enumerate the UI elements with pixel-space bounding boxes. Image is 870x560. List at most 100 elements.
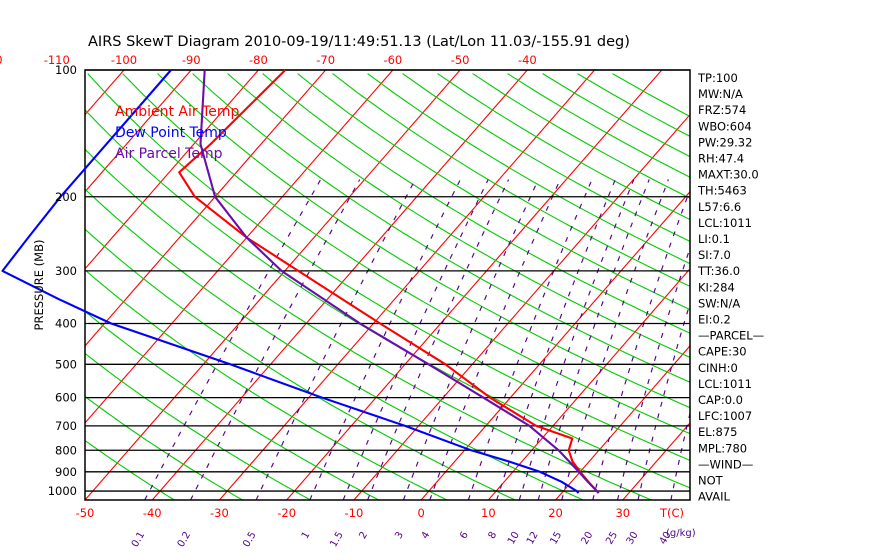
bottom-temp-tick-label: 0	[417, 506, 424, 520]
parameter-line: TH:5463	[697, 184, 747, 198]
mixing-ratio-line	[537, 179, 650, 500]
dry-adiabat-line	[87, 73, 690, 462]
plot-frame	[84, 69, 691, 501]
parameter-line: EL:875	[698, 425, 738, 439]
parameter-line: MPL:780	[698, 441, 747, 455]
mixing-ratio-tick-label: 8	[487, 530, 500, 541]
pressure-tick-label: 600	[55, 391, 77, 405]
top-temp-tick-label: -120	[0, 53, 3, 67]
dry-adiabat-line	[332, 73, 690, 287]
dry-adiabat-line	[85, 352, 311, 500]
top-temp-tick-label: -100	[111, 53, 137, 67]
parameter-line: MW:N/A	[698, 87, 743, 101]
parameter-line: CINH:0	[698, 361, 738, 375]
legend-label-2: Dew Point Temp	[115, 125, 227, 141]
pressure-tick-label: 100	[55, 63, 77, 77]
dry-adiabat-line	[157, 73, 690, 409]
parameter-line: TP:100	[697, 71, 738, 85]
top-temp-tick-label: -70	[316, 53, 335, 67]
temp-axis-unit-label: T(C)	[659, 506, 684, 520]
dry-adiabat-line	[85, 310, 379, 500]
parameter-line: AVAIL	[698, 490, 731, 504]
mixing-ratio-line	[467, 179, 593, 500]
isotherm-line	[85, 70, 259, 270]
parameter-list-layer: TP:100 MW:N/A FRZ:574 WBO:604 PW:29.32 RH:47.…	[697, 71, 764, 504]
pressure-tick-label: 800	[55, 443, 77, 457]
mixing-ratio-line	[429, 179, 561, 500]
page-title: AIRS SkewT Diagram 2010-09-19/11:49:51.1…	[88, 34, 630, 50]
bottom-temp-tick-label: -50	[76, 506, 95, 520]
isotherm-line	[487, 267, 690, 500]
pressure-tick-label: 700	[55, 419, 77, 433]
parcel-profile-curve	[199, 69, 600, 494]
mixing-ratio-line	[402, 179, 539, 500]
parameter-line: CAPE:30	[698, 345, 747, 359]
dry-adiabat-line	[85, 228, 516, 500]
dry-adiabat-line	[85, 439, 175, 500]
top-temp-tick-label: -80	[249, 53, 268, 67]
grid-layer	[84, 69, 691, 501]
isotherm-line	[622, 422, 690, 500]
dry-adiabat-line	[85, 148, 652, 500]
isotherm-line	[85, 70, 394, 424]
dry-adiabat-line	[262, 73, 690, 334]
bottom-temp-tick-label: 20	[548, 506, 563, 520]
parameter-line: —PARCEL—	[698, 329, 764, 343]
pressure-axis-title: PRESSURE (MB)	[32, 240, 46, 331]
profile-curves-layer	[1, 69, 600, 494]
parameter-line: FRZ:574	[698, 103, 746, 117]
pressure-tick-label: 900	[55, 465, 77, 479]
parameter-line: MAXT:30.0	[698, 168, 759, 182]
parameter-line: WBO:604	[698, 119, 752, 133]
bottom-temp-tick-label: 30	[615, 506, 630, 520]
mixing-ratio-line	[144, 179, 322, 500]
legend-layer: Ambient Air Temp Dew Point Temp Air Parcel…	[115, 104, 240, 162]
top-temp-tick-label: -40	[518, 53, 537, 67]
parameter-line: —WIND—	[698, 457, 753, 471]
parameter-line: LI:0.1	[698, 232, 730, 246]
mixing-ratio-unit-label: (g/kg)	[666, 528, 696, 539]
legend-label-3: Air Parcel Temp	[115, 146, 223, 162]
bottom-temp-tick-label: -20	[277, 506, 296, 520]
dry-adiabat-line	[85, 188, 584, 500]
pressure-tick-label: 200	[55, 190, 77, 204]
mixing-ratio-line	[367, 179, 510, 500]
mixing-ratio-tick-label: 1	[300, 530, 313, 541]
dry-adiabat-line	[122, 73, 690, 435]
dry-adiabat-line	[192, 73, 690, 383]
isotherm-line	[151, 70, 528, 500]
isotherm-line	[85, 70, 461, 500]
parameter-line: L57:6.6	[698, 200, 741, 214]
mixing-ratio-line	[518, 179, 635, 500]
mixing-ratio-line	[637, 301, 690, 500]
top-temp-tick-label: -50	[451, 53, 470, 67]
bottom-temp-tick-label: -30	[210, 506, 229, 520]
dry-adiabat-line	[85, 395, 243, 500]
parameter-line: RH:47.4	[698, 152, 744, 166]
mixing-ratio-tick-label: 2	[357, 530, 370, 541]
parameter-line: LFC:1007	[698, 409, 752, 423]
mixing-ratio-line	[561, 179, 669, 500]
mixing-ratio-tick-label: 6	[458, 530, 471, 541]
mixing-ratio-tick-label: 3	[393, 530, 406, 541]
parameter-line: KI:284	[698, 280, 735, 294]
parameter-line: NOT	[698, 474, 724, 488]
parameter-line: LCL:1011	[698, 377, 752, 391]
isotherm-line	[85, 70, 327, 347]
bottom-temp-tick-label: 10	[481, 506, 496, 520]
parameter-line: SW:N/A	[698, 296, 740, 310]
parameter-line: PW:29.32	[698, 135, 752, 149]
isotherm-line	[219, 70, 595, 500]
pressure-tick-label: 1000	[48, 484, 77, 498]
mixing-ratio-tick-label: 4	[420, 530, 433, 541]
mixing-ratio-line	[190, 179, 361, 500]
isotherm-line	[85, 70, 192, 193]
bottom-temp-tick-label: -40	[143, 506, 162, 520]
dewpoint-profile-curve	[1, 69, 580, 494]
dry-adiabat-line	[367, 73, 690, 265]
clipped-grid	[85, 70, 690, 500]
top-temp-tick-label: -110	[44, 53, 70, 67]
pressure-tick-label: 500	[55, 357, 77, 371]
parameter-line: SI:7.0	[698, 248, 731, 262]
